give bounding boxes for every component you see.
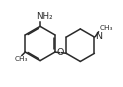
- Text: O: O: [57, 48, 64, 57]
- Text: NH₂: NH₂: [36, 12, 53, 21]
- Text: CH₃: CH₃: [99, 25, 113, 31]
- Text: N: N: [95, 32, 102, 41]
- Text: CH₃: CH₃: [15, 56, 28, 62]
